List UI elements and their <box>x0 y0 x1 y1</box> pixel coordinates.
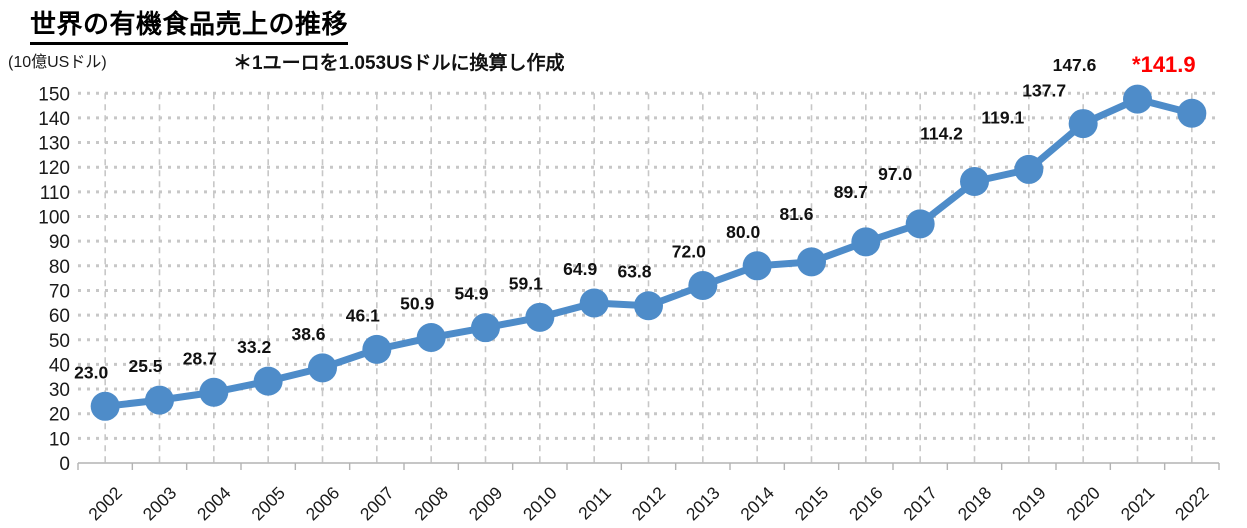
data-label-2021: 147.6 <box>1053 55 1097 75</box>
data-point-2011 <box>579 288 609 318</box>
y-axis-unit-label: (10億USドル) <box>8 54 107 71</box>
y-tick-label: 100 <box>38 208 70 229</box>
x-tick-label: 2011 <box>574 483 615 524</box>
x-tick-label: 2021 <box>1117 483 1159 525</box>
y-tick-label: 90 <box>49 232 70 253</box>
x-tick-label: 2014 <box>736 483 778 525</box>
x-tick-label: 2010 <box>519 483 561 525</box>
data-label-2003: 25.5 <box>128 356 162 376</box>
data-label-2002: 23.0 <box>74 362 108 382</box>
data-label-2022: *141.9 <box>1132 52 1196 77</box>
data-label-2018: 114.2 <box>920 123 963 143</box>
y-tick-label: 70 <box>49 281 70 302</box>
data-point-2021 <box>1123 84 1152 114</box>
x-tick-label: 2019 <box>1008 483 1050 525</box>
x-tick-label: 2006 <box>302 483 344 525</box>
y-tick-label: 20 <box>49 405 70 426</box>
y-tick-label: 140 <box>38 109 70 130</box>
data-point-2017 <box>905 209 935 239</box>
data-label-2015: 81.6 <box>779 204 813 224</box>
x-tick-label: 2015 <box>791 483 833 525</box>
y-tick-label: 120 <box>38 158 70 179</box>
y-tick-label: 80 <box>49 257 70 278</box>
data-label-2016: 89.7 <box>834 182 868 202</box>
data-label-2008: 50.9 <box>400 294 434 314</box>
x-tick-label: 2005 <box>247 483 289 525</box>
conversion-note: ＊1ユーロを1.053USドルに換算し作成 <box>233 53 565 74</box>
data-point-2008 <box>416 323 446 353</box>
data-label-2004: 28.7 <box>183 348 217 368</box>
data-point-2013 <box>688 271 718 301</box>
y-tick-label: 150 <box>38 84 70 105</box>
y-tick-label: 50 <box>49 331 70 352</box>
x-tick-label: 2002 <box>84 483 126 525</box>
data-point-2009 <box>471 313 500 343</box>
data-label-2005: 33.2 <box>237 337 271 357</box>
y-tick-label: 60 <box>49 306 70 327</box>
x-tick-label: 2007 <box>356 483 398 525</box>
data-label-2014: 80.0 <box>726 222 760 242</box>
data-point-2002 <box>90 391 120 421</box>
data-point-2019 <box>1014 154 1044 184</box>
chart-title: 世界の有機食品売上の推移 <box>30 4 349 45</box>
data-point-2012 <box>634 291 663 321</box>
data-label-2011: 64.9 <box>563 259 597 279</box>
data-point-2005 <box>253 366 283 396</box>
data-point-2020 <box>1068 109 1098 139</box>
data-label-2017: 97.0 <box>878 164 912 184</box>
data-point-2006 <box>308 353 337 383</box>
data-point-2014 <box>742 251 772 281</box>
y-tick-label: 130 <box>38 134 70 155</box>
x-tick-label: 2017 <box>899 483 941 525</box>
y-tick-label: 10 <box>49 429 70 450</box>
x-tick-label: 2018 <box>954 483 996 525</box>
data-label-2010: 59.1 <box>509 273 543 293</box>
data-label-2009: 54.9 <box>454 284 488 304</box>
data-point-2003 <box>145 385 174 415</box>
x-tick-label: 2004 <box>193 483 235 525</box>
data-point-2018 <box>960 166 989 196</box>
data-point-2010 <box>525 302 555 332</box>
x-tick-label: 2003 <box>139 483 181 525</box>
data-label-2007: 46.1 <box>346 305 380 325</box>
x-tick-label: 2009 <box>465 483 507 525</box>
data-label-2019: 119.1 <box>981 107 1024 127</box>
x-tick-label: 2008 <box>410 483 452 525</box>
y-tick-label: 110 <box>40 183 70 204</box>
data-point-2007 <box>362 334 392 364</box>
data-point-2022 <box>1177 98 1207 128</box>
data-point-2004 <box>199 377 229 407</box>
data-point-2016 <box>851 227 881 257</box>
data-label-2020: 137.7 <box>1022 81 1066 101</box>
data-point-2015 <box>797 247 826 277</box>
x-tick-label: 2022 <box>1171 483 1213 525</box>
data-label-2013: 72.0 <box>672 242 706 262</box>
y-tick-label: 0 <box>59 454 70 475</box>
data-label-2006: 38.6 <box>291 324 325 344</box>
data-label-2012: 63.8 <box>617 262 651 282</box>
x-tick-label: 2013 <box>682 483 724 525</box>
x-tick-label: 2012 <box>628 483 670 525</box>
y-tick-label: 30 <box>49 380 70 401</box>
x-tick-label: 2020 <box>1062 483 1104 525</box>
x-tick-label: 2016 <box>845 483 887 525</box>
y-tick-label: 40 <box>49 355 70 376</box>
